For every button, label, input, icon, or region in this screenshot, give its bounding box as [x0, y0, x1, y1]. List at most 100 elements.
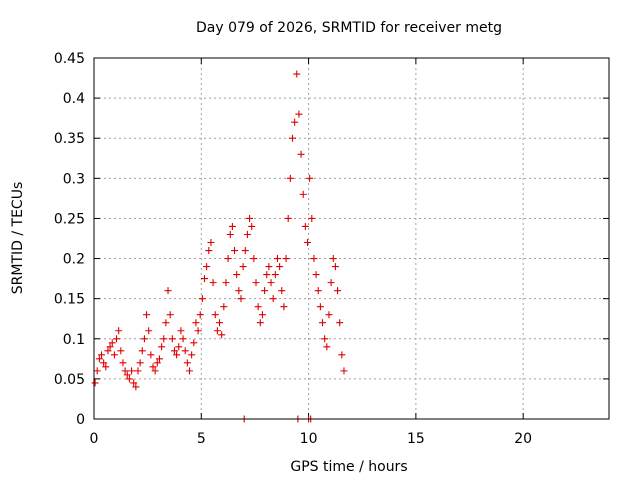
- data-point: [155, 355, 163, 363]
- y-tick-label: 0.35: [54, 131, 85, 147]
- data-point: [209, 279, 217, 287]
- data-point: [340, 367, 348, 375]
- data-point: [177, 327, 185, 335]
- data-point: [95, 355, 103, 363]
- data-point: [119, 359, 127, 367]
- data-point: [312, 271, 320, 279]
- y-tick-label: 0.15: [54, 292, 85, 308]
- data-point: [108, 339, 116, 347]
- data-point: [226, 230, 234, 238]
- data-point: [271, 271, 279, 279]
- data-point: [280, 303, 288, 311]
- x-axis-label: GPS time / hours: [290, 459, 407, 475]
- data-point: [168, 335, 176, 343]
- data-point: [194, 327, 202, 335]
- data-point: [301, 222, 309, 230]
- data-point: [100, 359, 108, 367]
- data-point: [220, 303, 228, 311]
- data-point: [286, 174, 294, 182]
- data-point: [297, 150, 305, 158]
- data-point: [162, 319, 170, 327]
- data-point: [325, 311, 333, 319]
- data-point: [304, 239, 312, 247]
- data-point: [237, 295, 245, 303]
- data-point: [138, 347, 146, 355]
- data-point: [308, 214, 316, 222]
- data-point: [338, 351, 346, 359]
- y-tick-label: 0.45: [54, 51, 85, 67]
- data-point: [198, 295, 206, 303]
- data-point: [235, 287, 243, 295]
- data-point: [104, 347, 112, 355]
- data-point: [248, 222, 256, 230]
- data-point: [222, 279, 230, 287]
- data-point: [188, 351, 196, 359]
- data-point: [276, 263, 284, 271]
- data-point: [216, 319, 224, 327]
- data-point: [288, 134, 296, 142]
- data-point: [132, 383, 140, 391]
- data-point: [239, 263, 247, 271]
- data-point: [267, 279, 275, 287]
- chart-title: Day 079 of 2026, SRMTID for receiver met…: [196, 20, 502, 36]
- data-point: [258, 311, 266, 319]
- data-point: [190, 339, 198, 347]
- data-point: [134, 367, 142, 375]
- data-point: [140, 335, 148, 343]
- data-point: [143, 311, 151, 319]
- data-point: [185, 367, 193, 375]
- data-point: [314, 287, 322, 295]
- data-point: [201, 275, 209, 283]
- data-point: [293, 70, 301, 78]
- data-point: [299, 190, 307, 198]
- data-point: [136, 359, 144, 367]
- x-tick-label: 15: [407, 431, 425, 447]
- data-point: [153, 359, 161, 367]
- data-point: [125, 375, 133, 383]
- data-point: [192, 319, 200, 327]
- data-point: [218, 331, 226, 339]
- data-point: [128, 367, 136, 375]
- data-point: [336, 319, 344, 327]
- y-tick-label: 0.2: [63, 252, 85, 268]
- data-point: [158, 343, 166, 351]
- data-point: [145, 327, 153, 335]
- data-point: [295, 110, 303, 118]
- x-tick-label: 5: [197, 431, 206, 447]
- data-point: [334, 287, 342, 295]
- x-tick-label: 0: [90, 431, 99, 447]
- y-tick-label: 0.3: [63, 171, 85, 187]
- data-point: [106, 343, 114, 351]
- data-point: [243, 230, 251, 238]
- data-point: [316, 303, 324, 311]
- data-point: [256, 319, 264, 327]
- data-point: [269, 295, 277, 303]
- data-point: [115, 327, 123, 335]
- data-point: [110, 351, 118, 359]
- data-point: [233, 271, 241, 279]
- data-point: [273, 255, 281, 263]
- data-point: [228, 222, 236, 230]
- data-point: [181, 347, 189, 355]
- y-tick-label: 0: [76, 412, 85, 428]
- data-point: [179, 335, 187, 343]
- data-point: [123, 371, 131, 379]
- data-points: [91, 70, 348, 423]
- data-point: [310, 255, 318, 263]
- data-point: [241, 247, 249, 255]
- data-point: [278, 287, 286, 295]
- data-point: [147, 351, 155, 359]
- x-tick-label: 10: [300, 431, 318, 447]
- data-point: [327, 279, 335, 287]
- data-point: [306, 174, 314, 182]
- data-point: [151, 367, 159, 375]
- data-point: [173, 351, 181, 359]
- data-point: [130, 379, 138, 387]
- data-point: [331, 263, 339, 271]
- data-point: [91, 379, 99, 387]
- data-point: [291, 118, 299, 126]
- y-tick-label: 0.1: [63, 332, 85, 348]
- data-point: [93, 367, 101, 375]
- data-point: [252, 279, 260, 287]
